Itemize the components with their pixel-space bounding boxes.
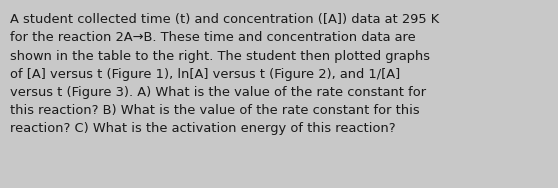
- Text: A student collected time (t) and concentration ([A]) data at 295 K
for the react: A student collected time (t) and concent…: [10, 13, 439, 135]
